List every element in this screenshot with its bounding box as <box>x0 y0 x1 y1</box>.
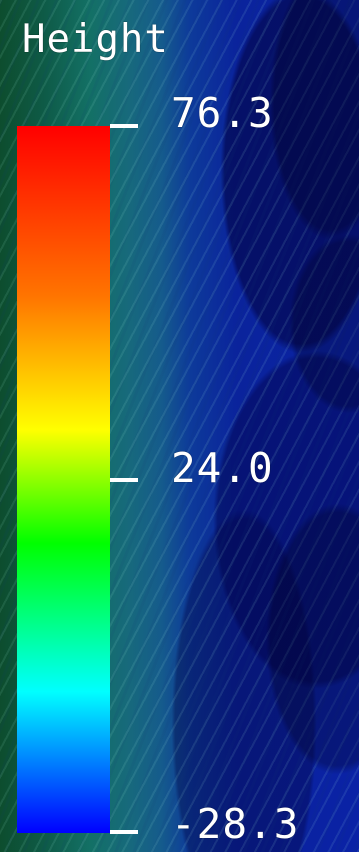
tick-mark-mid <box>110 478 138 482</box>
tick-label-min: -28.3 <box>171 800 300 848</box>
height-colorbar <box>17 126 110 833</box>
tick-mark-max <box>110 124 138 128</box>
legend-title: Height <box>22 17 169 62</box>
tick-mark-min <box>110 830 138 834</box>
tick-label-mid: 24.0 <box>171 444 274 492</box>
tick-label-max: 76.3 <box>171 89 274 137</box>
